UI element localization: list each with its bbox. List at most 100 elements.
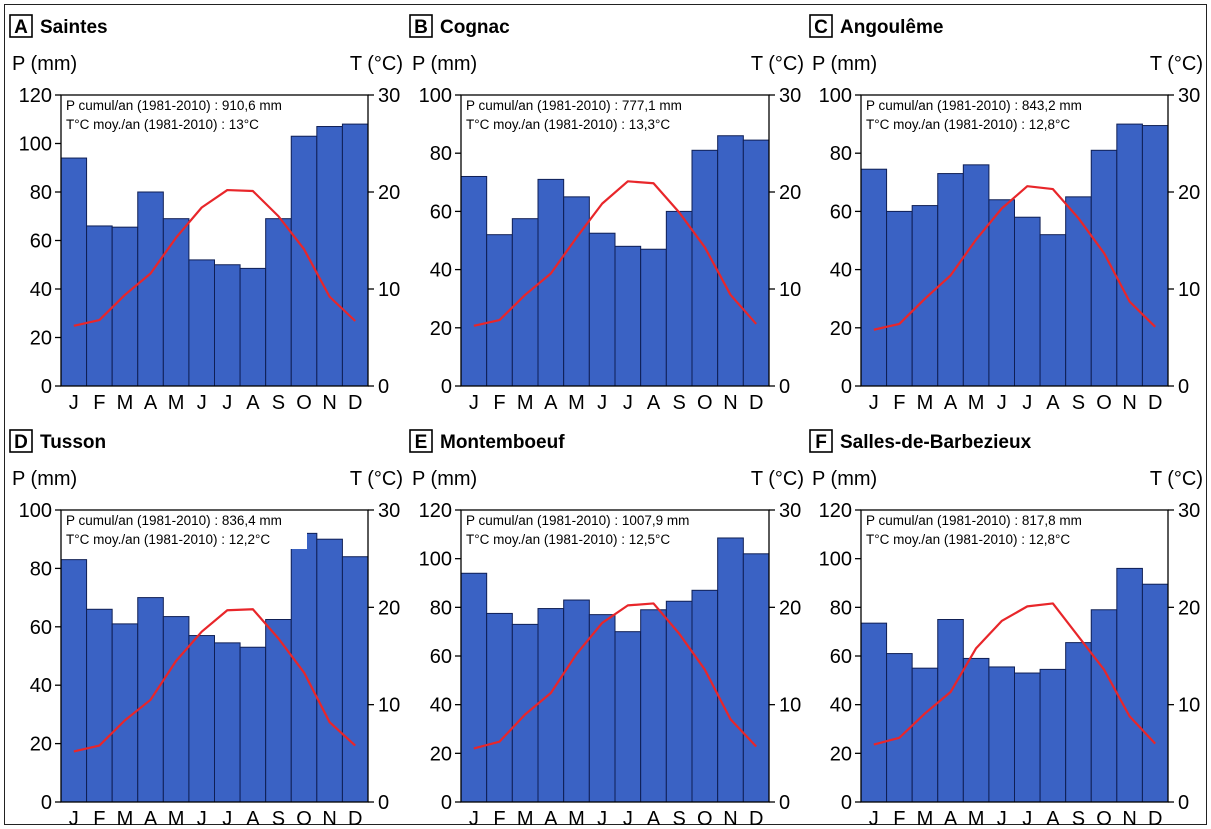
- precip-bar: [886, 210, 913, 387]
- month-label: A: [544, 392, 558, 414]
- temp-tick-label: 30: [378, 500, 400, 522]
- panel-letter-box: [809, 429, 833, 453]
- annual-precip-text: P cumul/an (1981-2010) : 777,1 mm: [466, 98, 682, 113]
- precip-tick-label: 60: [30, 231, 52, 253]
- precip-bar: [316, 538, 343, 803]
- temp-tick-label: 20: [378, 182, 400, 204]
- precip-tick-label: 120: [819, 500, 852, 522]
- month-label: A: [647, 392, 661, 414]
- precip-axis-title: P (mm): [412, 53, 477, 75]
- temperature-line: [73, 188, 356, 327]
- stats-box: [863, 511, 1107, 549]
- month-label: N: [1122, 808, 1136, 829]
- temp-tick-label: 20: [378, 597, 400, 619]
- chart-panel-c: C Angoulême P (mm) T (°C) 0 20 40 60 80 100 0 10 20 3…: [809, 14, 1203, 414]
- month-label: J: [1022, 808, 1032, 829]
- month-label: D: [749, 392, 763, 414]
- annual-precip-text: P cumul/an (1981-2010) : 910,6 mm: [66, 98, 282, 113]
- precip-tick-label: 100: [419, 549, 452, 571]
- month-label: S: [1072, 808, 1085, 829]
- temp-tick-label: 30: [1178, 500, 1200, 522]
- annual-temp-text: T°C moy./an (1981-2010) : 12,5°C: [466, 532, 670, 547]
- station-name: Cognac: [440, 17, 510, 38]
- temperature-line: [73, 608, 356, 753]
- stats-box: [463, 511, 707, 549]
- month-label: J: [469, 808, 479, 829]
- precip-bar: [1039, 234, 1067, 387]
- month-label: M: [568, 392, 585, 414]
- precip-bar: [265, 619, 292, 803]
- precip-bar: [111, 226, 139, 387]
- temperature-line: [873, 602, 1157, 746]
- temp-tick-label: 0: [1178, 376, 1189, 398]
- station-name: Angoulême: [840, 17, 943, 38]
- month-label: M: [117, 808, 134, 829]
- annual-temp-text: T°C moy./an (1981-2010) : 13,3°C: [466, 117, 670, 132]
- precip-tick-label: 80: [830, 597, 852, 619]
- precip-bar: [717, 135, 744, 387]
- figure-frame: [4, 4, 1207, 825]
- month-label: J: [197, 808, 207, 829]
- month-label: M: [917, 808, 934, 829]
- month-label: D: [348, 808, 362, 829]
- month-label: M: [517, 808, 534, 829]
- precip-bar: [1039, 668, 1067, 803]
- month-label: J: [469, 392, 479, 414]
- precip-tick-label: 0: [441, 376, 452, 398]
- precip-tick-label: 80: [30, 558, 52, 580]
- precip-bar: [860, 168, 888, 387]
- month-label: J: [69, 392, 79, 414]
- temp-tick-label: 10: [779, 279, 801, 301]
- month-label: F: [893, 392, 905, 414]
- precip-bar: [1141, 125, 1169, 387]
- precip-tick-label: 60: [830, 646, 852, 668]
- precip-tick-label: 0: [41, 376, 52, 398]
- precip-bar: [1065, 196, 1092, 387]
- precip-bar: [341, 123, 369, 387]
- precip-tick-label: 20: [430, 743, 452, 765]
- stats-box: [63, 511, 307, 549]
- precip-tick-label: 40: [430, 260, 452, 282]
- temperature-line: [873, 185, 1156, 331]
- precip-tick-label: 60: [830, 201, 852, 223]
- month-label: M: [168, 392, 185, 414]
- temp-tick-label: 30: [779, 85, 801, 107]
- month-label: O: [296, 808, 312, 829]
- month-label: J: [869, 392, 879, 414]
- temp-axis-title: T (°C): [350, 53, 403, 75]
- precip-tick-label: 20: [430, 318, 452, 340]
- temp-axis-title: T (°C): [751, 468, 804, 490]
- precip-bar: [691, 149, 719, 387]
- month-label: J: [623, 392, 633, 414]
- stats-box: [463, 96, 707, 134]
- precip-bar: [742, 139, 770, 387]
- precip-bar: [911, 667, 939, 803]
- month-label: A: [1046, 808, 1060, 829]
- precip-axis-title: P (mm): [412, 468, 477, 490]
- panel-letter-box: [9, 429, 33, 453]
- precip-bar: [640, 248, 667, 387]
- month-label: M: [968, 808, 985, 829]
- station-name: Montemboeuf: [440, 432, 565, 453]
- temperature-line: [473, 180, 757, 327]
- precip-tick-label: 20: [30, 328, 52, 350]
- temp-axis-title: T (°C): [350, 468, 403, 490]
- precip-tick-label: 100: [419, 85, 452, 107]
- precip-bar: [188, 259, 215, 387]
- month-label: S: [1072, 392, 1085, 414]
- month-label: D: [1148, 808, 1162, 829]
- temp-axis-title: T (°C): [751, 53, 804, 75]
- precip-tick-label: 100: [819, 549, 852, 571]
- precip-bar: [988, 199, 1015, 387]
- month-label: M: [168, 808, 185, 829]
- month-label: A: [944, 392, 958, 414]
- annual-precip-text: P cumul/an (1981-2010) : 817,8 mm: [866, 513, 1082, 528]
- annual-temp-text: T°C moy./an (1981-2010) : 12,8°C: [866, 117, 1070, 132]
- chart-panel-f: F Salles-de-Barbezieux P (mm) T (°C) 0 20 40 60…: [809, 429, 1203, 829]
- precip-bar: [162, 616, 190, 803]
- month-label: J: [997, 808, 1007, 829]
- precip-tick-label: 60: [430, 646, 452, 668]
- plot-frame: [860, 94, 1169, 387]
- annual-precip-text: P cumul/an (1981-2010) : 836,4 mm: [66, 513, 282, 528]
